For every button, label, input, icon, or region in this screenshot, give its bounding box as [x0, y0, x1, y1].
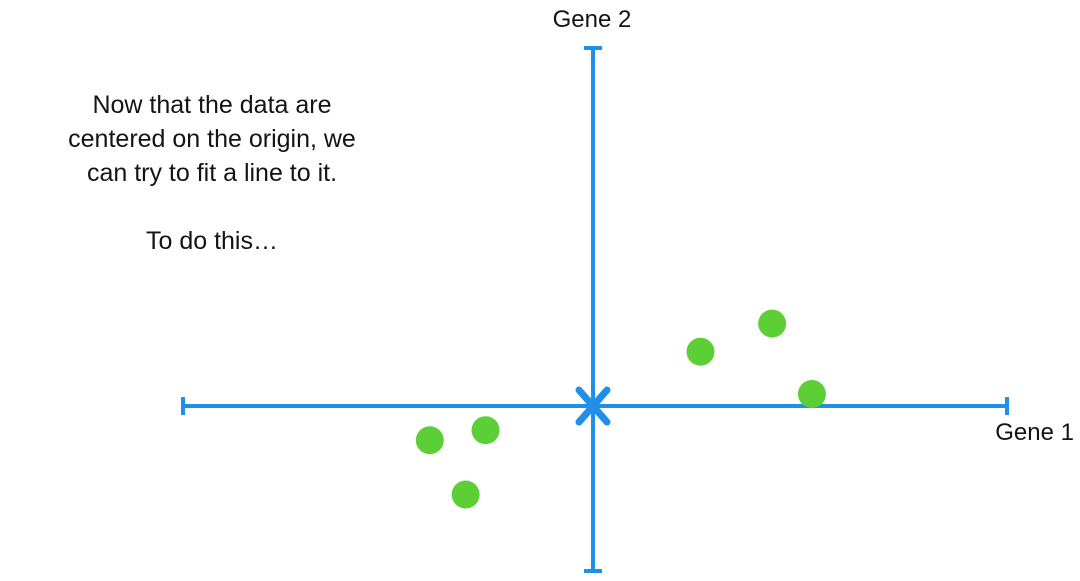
- y-axis-label: Gene 2: [552, 6, 632, 33]
- data-point-4: [471, 416, 500, 445]
- data-point-6: [451, 480, 480, 509]
- x-axis-label: Gene 1: [995, 419, 1074, 446]
- data-point-3: [797, 379, 826, 408]
- caption-line-4: To do this…: [145, 227, 278, 255]
- axes-layer: [181, 46, 1009, 573]
- caption-line-3: can try to fit a line to it.: [86, 159, 338, 187]
- data-point-2: [758, 309, 787, 338]
- data-point-1: [686, 337, 715, 366]
- caption-line-1: Now that the data are: [92, 91, 332, 119]
- origin-marker-stroke-2: [575, 386, 611, 426]
- data-point-5: [415, 426, 444, 455]
- points-layer: [415, 309, 826, 509]
- caption-line-2: centered on the origin, we: [68, 125, 356, 153]
- caption-text: Now that the data are centered on the or…: [0, 88, 424, 258]
